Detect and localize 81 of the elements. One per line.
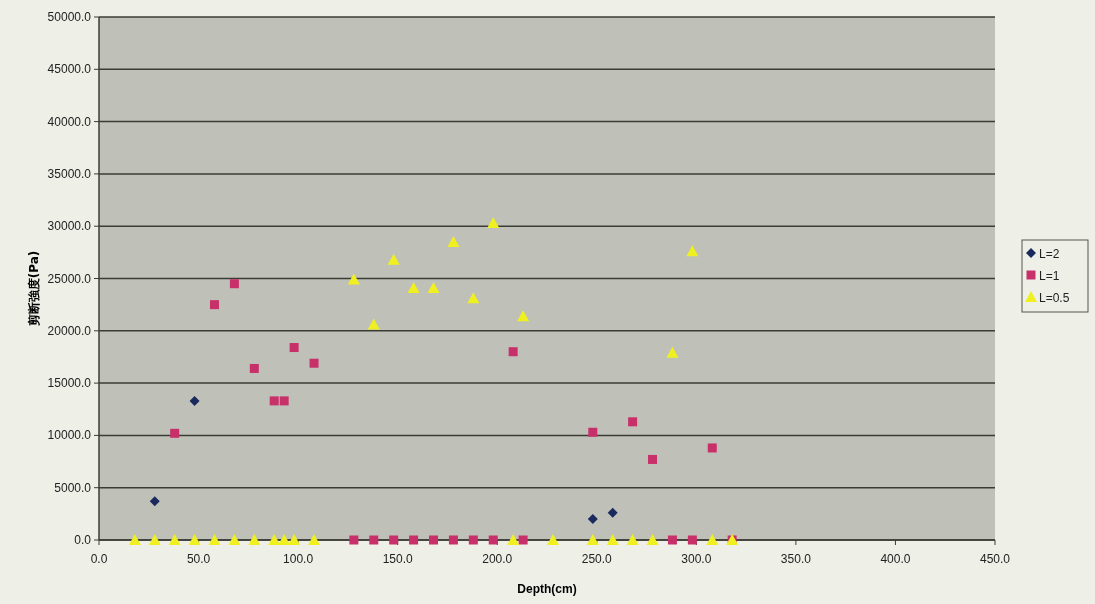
point (409, 535, 419, 545)
legend-label: L=0.5 (1039, 291, 1070, 305)
point (508, 347, 518, 357)
point (309, 358, 319, 368)
y-tick-label: 15000.0 (47, 376, 92, 391)
point (308, 534, 321, 545)
y-tick-label: 50000.0 (47, 10, 92, 24)
point (170, 428, 180, 438)
point (447, 235, 460, 247)
point (707, 443, 717, 453)
y-tick-label: 0.0 (74, 533, 92, 547)
point (467, 292, 480, 304)
point (248, 534, 261, 545)
y-tick-label: 10000.0 (47, 428, 92, 443)
point (648, 454, 658, 464)
point (168, 534, 181, 545)
point (468, 535, 478, 545)
point (128, 534, 141, 545)
point (229, 279, 239, 289)
x-tick-label: 200.0 (482, 552, 513, 566)
point (667, 535, 677, 545)
x-tick-label: 50.0 (186, 552, 211, 566)
y-tick-label: 40000.0 (47, 114, 92, 129)
point (288, 534, 301, 545)
point (249, 363, 259, 373)
point (407, 281, 420, 293)
point (448, 535, 458, 545)
y-tick-label: 30000.0 (47, 219, 92, 234)
point (429, 535, 439, 545)
point (686, 245, 699, 257)
point (606, 534, 619, 545)
point (487, 217, 500, 229)
point (488, 535, 498, 545)
x-tick-label: 400.0 (880, 552, 911, 566)
point (389, 535, 399, 545)
point (518, 535, 528, 545)
point (646, 534, 659, 545)
y-tick-label: 45000.0 (47, 62, 92, 77)
x-tick-label: 350.0 (780, 552, 812, 566)
point (628, 417, 638, 427)
y-tick-label: 35000.0 (47, 166, 92, 181)
point (507, 534, 520, 545)
y-tick-label: 20000.0 (47, 323, 92, 338)
x-tick-label: 250.0 (581, 552, 613, 566)
point (607, 507, 618, 518)
y-tick-label: 25000.0 (47, 271, 92, 286)
x-tick-label: 150.0 (382, 552, 414, 566)
x-axis-title: Depth(cm) (517, 582, 577, 596)
point (189, 395, 200, 406)
point (209, 300, 219, 310)
point (387, 253, 400, 265)
point (517, 310, 530, 322)
legend-label: L=1 (1039, 269, 1060, 283)
point (546, 534, 559, 545)
point (279, 396, 289, 406)
point (347, 273, 360, 285)
x-tick-label: 100.0 (283, 552, 314, 566)
point (586, 534, 599, 545)
point (369, 535, 379, 545)
point (188, 534, 201, 545)
point (208, 534, 221, 545)
y-axis-title: 剪断強度(Pa) (27, 250, 41, 327)
x-tick-label: 0.0 (90, 552, 108, 566)
point (269, 396, 279, 406)
x-tick-label: 300.0 (681, 552, 712, 566)
point (587, 514, 598, 525)
legend-label: L=2 (1039, 247, 1060, 261)
x-tick-label: 450.0 (979, 552, 1011, 566)
point (687, 535, 697, 545)
point (706, 534, 719, 545)
point (349, 535, 359, 545)
point (588, 427, 598, 437)
point (228, 534, 241, 545)
point (148, 534, 161, 545)
point (289, 343, 299, 353)
point (626, 534, 639, 545)
point (149, 496, 160, 507)
point (367, 318, 380, 330)
y-tick-label: 5000.0 (54, 480, 92, 495)
point (427, 281, 440, 293)
point (666, 346, 679, 358)
